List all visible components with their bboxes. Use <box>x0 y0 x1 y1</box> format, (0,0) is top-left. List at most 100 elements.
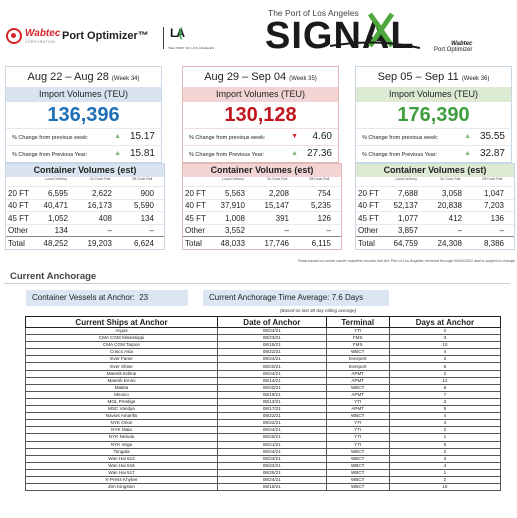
anchor-date: 08/19/21 <box>217 390 327 399</box>
ship-name: NYK Maia <box>25 426 218 435</box>
import-volumes-label: Import Volumes (TEU) <box>183 87 338 102</box>
volume-row: Total 48,252 19,203 6,624 <box>6 236 164 249</box>
ship-name: CMA CGM Mississippi <box>25 334 218 343</box>
ship-name: Wan Hai 513 <box>25 454 218 463</box>
table-row: MOL Prestige 08/13/21 YTI 3 <box>25 397 502 407</box>
anchor-date: 08/25/21 <box>217 433 327 442</box>
volumes-column-headers: Local Delivery On Dock Rail Off Dock Rai… <box>45 177 153 181</box>
data-footnote: *Data based on ocean carrier manifest re… <box>297 259 515 263</box>
terminal: APMT <box>325 376 390 385</box>
days-at-anchor: 2 <box>388 447 502 456</box>
table-row: Argus 08/24/21 YTI 2 <box>25 326 502 336</box>
table-row: MSC Vandya 08/17/21 APMT 9 <box>25 405 502 414</box>
terminal: YTI <box>325 433 390 442</box>
days-at-anchor: 1 <box>388 468 502 477</box>
volumes-column-headers: Local Delivery On Dock Rail Off Dock Rai… <box>222 177 330 181</box>
volume-row: 45 FT 1,052 408 134 <box>6 211 164 224</box>
terminal: Everport <box>325 355 390 364</box>
volume-row: 40 FT 37,910 15,147 5,235 <box>183 198 341 212</box>
volume-row: Total 64,759 24,308 8,386 <box>356 236 514 249</box>
ship-name: MOL Prestige <box>25 397 218 407</box>
col-days: Days at Anchor <box>388 316 502 328</box>
terminal: WBCT <box>325 461 390 470</box>
la-port-logo-icon: LA <box>170 26 186 46</box>
week-change-row: % Change from previous week: ▲ 15.17 <box>6 128 161 145</box>
signal-badge-brand: Wabtec <box>451 41 473 47</box>
days-at-anchor: 2 <box>388 355 502 364</box>
table-header-row: Current Ships at Anchor Date of Anchor T… <box>25 316 502 328</box>
days-at-anchor: 4 <box>388 419 502 428</box>
terminal: APMT <box>325 390 390 399</box>
vessels-at-anchor: Container Vessels at Anchor: 23 <box>26 290 188 306</box>
import-volumes-value: 176,390 <box>397 104 470 126</box>
up-arrow-icon: ▲ <box>464 133 471 140</box>
col-date: Date of Anchor <box>217 316 327 328</box>
terminal: Everport <box>325 362 390 371</box>
anchor-date: 08/23/21 <box>217 334 327 343</box>
ship-name: Ever Shine <box>25 362 218 371</box>
ship-name: Maersk Edirne <box>25 369 218 378</box>
anchor-date: 08/16/21 <box>217 483 327 492</box>
anchor-date: 08/20/21 <box>217 383 327 392</box>
anchor-date: 08/22/21 <box>217 412 327 421</box>
table-row: NYK Vega 08/21/21 YTI 5 <box>25 440 502 449</box>
terminal: WBCT <box>325 454 390 463</box>
terminal: YTI <box>325 426 390 435</box>
days-at-anchor: 10 <box>388 483 502 492</box>
anchor-date: 08/17/21 <box>217 405 327 414</box>
days-at-anchor: 2 <box>388 326 502 336</box>
table-row: Ever Fame 08/24/21 Everport 2 <box>25 355 502 364</box>
ship-name: CMA CGM Tarpon <box>25 341 218 350</box>
volume-row: Other 3,857 – – <box>356 223 514 237</box>
volume-row: 45 FT 1,008 391 126 <box>183 211 341 224</box>
anchor-date: 08/15/21 <box>217 341 327 350</box>
table-row: Makita 08/20/21 WBCT 6 <box>25 383 502 392</box>
days-at-anchor: 10 <box>388 341 502 350</box>
anchor-date: 08/24/21 <box>217 355 327 364</box>
import-volumes-label: Import Volumes (TEU) <box>6 87 161 102</box>
header-divider <box>163 27 164 49</box>
terminal: WBCT <box>325 483 390 492</box>
product-title: Port Optimizer™ <box>62 30 149 42</box>
anchor-date: 08/24/21 <box>217 475 327 485</box>
volume-row: Total 48,033 17,746 6,115 <box>183 236 341 249</box>
anchorage-title: Current Anchorage <box>10 271 97 282</box>
volume-row: 20 FT 5,563 2,208 754 <box>183 186 341 199</box>
table-row: Wan Hai 516 08/22/21 WBCT 4 <box>25 461 502 470</box>
days-at-anchor: 6 <box>388 362 502 371</box>
wabtec-name: Wabtec <box>25 28 61 39</box>
signal-tagline: The Port of Los Angeles <box>268 8 359 18</box>
volumes-column-headers: Local Delivery On Dock Rail Off Dock Rai… <box>395 177 503 181</box>
ship-name: NYK Orion <box>25 419 218 428</box>
table-row: Wan Hai 517 08/25/21 WBCT 1 <box>25 468 502 477</box>
year-change-row: % Change from Previous Year: ▲ 27.36 <box>183 145 338 162</box>
days-at-anchor: 9 <box>388 405 502 414</box>
table-row: Mexico 08/19/21 APMT 7 <box>25 390 502 399</box>
volume-row: 40 FT 52,137 20,838 7,203 <box>356 198 514 212</box>
ship-name: Maersk Emmi <box>25 376 218 385</box>
ship-name: Makita <box>25 383 218 392</box>
ship-name: Mexico <box>25 390 218 399</box>
wabtec-sub: CORPORATION <box>25 40 56 44</box>
terminal: FMS <box>325 341 390 350</box>
ship-name: Argus <box>25 326 218 336</box>
container-volumes-title: Container Volumes (est) <box>356 164 514 177</box>
days-at-anchor: 12 <box>388 376 502 385</box>
anchor-date: 08/22/21 <box>217 348 327 357</box>
volume-row: Other 134 – – <box>6 223 164 237</box>
days-at-anchor: 4 <box>388 412 502 421</box>
table-row: Tongala 08/24/21 WBCT 2 <box>25 447 502 456</box>
ship-name: Ever Fame <box>25 355 218 364</box>
table-row: Maersk Edirne 08/24/21 APMT 2 <box>25 369 502 378</box>
ship-name: NYK Nebula <box>25 433 218 442</box>
table-row: NYK Nebula 08/25/21 YTI 1 <box>25 433 502 442</box>
container-volumes-title: Container Volumes (est) <box>183 164 341 177</box>
days-at-anchor: 3 <box>388 454 502 463</box>
wabtec-logo-icon <box>6 28 22 44</box>
terminal: YTI <box>325 397 390 407</box>
table-row: Wan Hai 513 08/23/21 WBCT 3 <box>25 454 502 463</box>
anchor-date: 08/14/21 <box>217 376 327 385</box>
table-row: CMA CGM Mississippi 08/23/21 FMS 3 <box>25 334 502 343</box>
week-change-row: % Change from previous week: ▲ 35.55 <box>356 128 511 145</box>
terminal: WBCT <box>325 348 390 357</box>
